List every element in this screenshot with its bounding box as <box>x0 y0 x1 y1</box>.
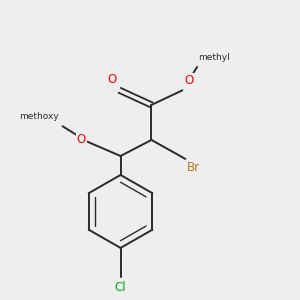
Text: O: O <box>76 133 86 146</box>
Text: O: O <box>184 74 194 86</box>
Text: methyl: methyl <box>199 53 230 62</box>
Text: Cl: Cl <box>115 281 126 295</box>
Text: O: O <box>108 73 117 86</box>
Text: Br: Br <box>187 161 200 174</box>
Text: methoxy: methoxy <box>19 112 59 121</box>
